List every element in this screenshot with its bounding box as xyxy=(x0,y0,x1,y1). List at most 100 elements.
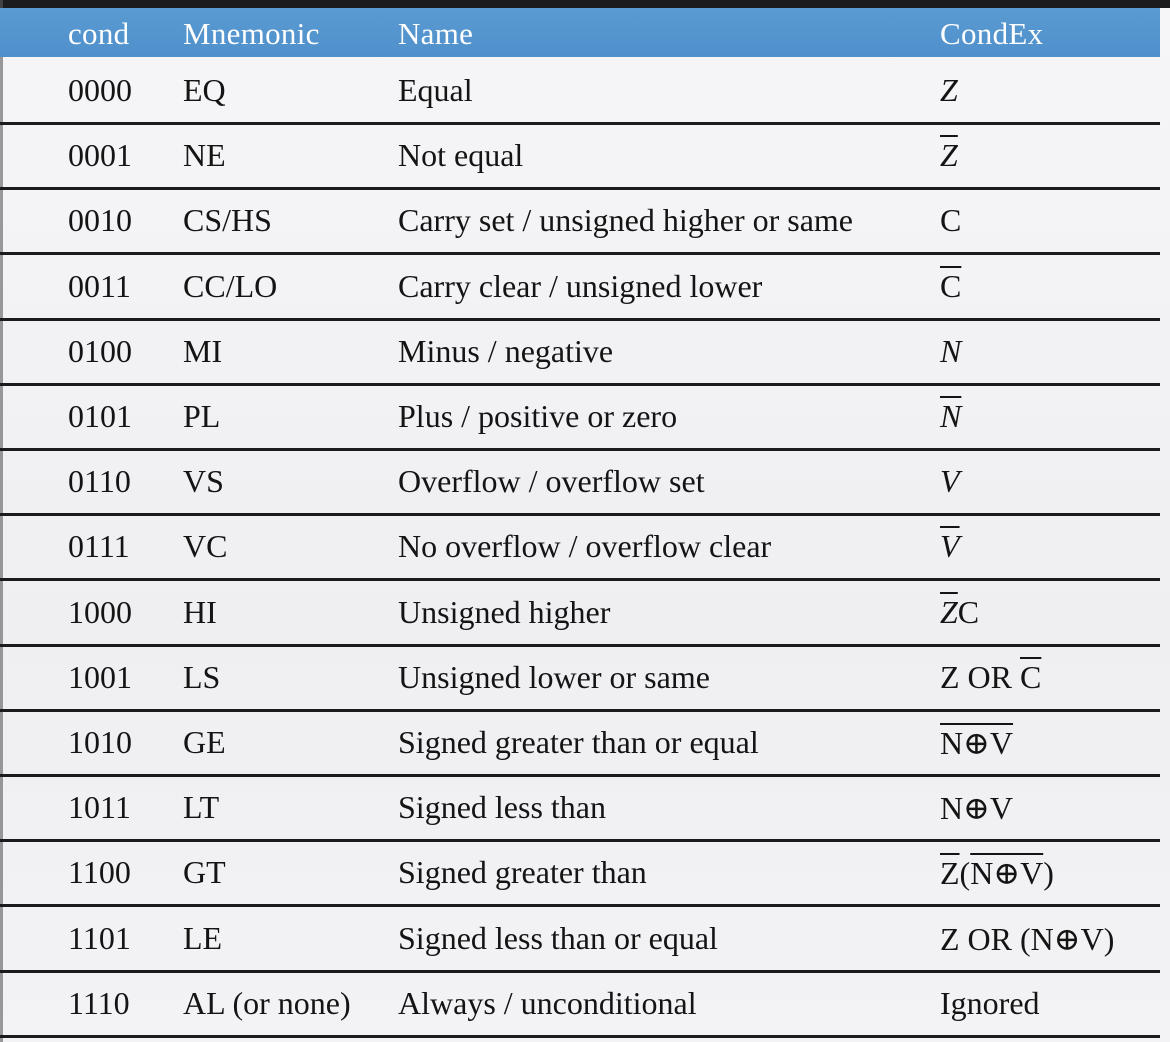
table-row: 1110 AL (or none) Always / unconditional Ig… xyxy=(0,973,1160,1038)
condex-segment: Z xyxy=(940,72,958,108)
condex-segment: N xyxy=(940,332,962,369)
table-row: 1010 GE Signed greater than or equal N⊕V xyxy=(0,712,1160,777)
header-mnemonic: Mnemonic xyxy=(183,16,320,51)
cell-name: Not equal xyxy=(398,137,524,174)
cell-name: Signed greater than or equal xyxy=(398,724,759,760)
cell-name: Always / unconditional xyxy=(398,984,697,1021)
table-row: 1100 GT Signed greater than Z(N⊕V) xyxy=(0,842,1160,908)
cell-cond: 0111 xyxy=(68,528,130,565)
row-divider xyxy=(0,904,1160,908)
condex-expression: N xyxy=(940,398,961,435)
cell-condex: ZC xyxy=(940,594,979,631)
cell-mnemonic: LT xyxy=(183,789,220,826)
condex-expression: ZC xyxy=(940,594,979,631)
cell-mnemonic: CS/HS xyxy=(183,202,272,239)
row-divider xyxy=(0,252,1160,256)
cell-mnemonic: GT xyxy=(183,854,226,891)
cell-cond: 0001 xyxy=(68,137,132,174)
table-row: 1011 LT Signed less than N⊕V xyxy=(0,777,1160,843)
table-row: 0111 VC No overflow / overflow clear V xyxy=(0,516,1160,582)
condex-expression: Z OR (N⊕V) xyxy=(940,920,1114,958)
cell-condex: V xyxy=(940,463,960,500)
cell-name: Carry clear / unsigned lower xyxy=(398,267,763,304)
condex-segment: ) xyxy=(1043,855,1054,892)
condex-segment: C xyxy=(1020,658,1042,695)
cell-mnemonic: VC xyxy=(183,528,228,565)
cell-cond: 1010 xyxy=(68,724,132,760)
condex-expression: N xyxy=(940,333,961,370)
top-frame-edge xyxy=(0,0,1170,8)
header-name: Name xyxy=(398,16,474,51)
table-header: cond Mnemonic Name CondEx xyxy=(0,8,1160,57)
condex-expression: N⊕V xyxy=(940,724,1013,762)
cell-condex: Ignored xyxy=(940,985,1040,1022)
cell-condex: Z OR C xyxy=(940,659,1041,696)
row-divider xyxy=(0,317,1160,321)
cell-cond: 1000 xyxy=(68,593,132,630)
row-divider xyxy=(0,448,1160,451)
table-row: 0000 EQ Equal Z xyxy=(0,60,1160,125)
cell-mnemonic: LS xyxy=(183,658,221,695)
cell-mnemonic: GE xyxy=(183,724,226,760)
row-divider xyxy=(0,1034,1160,1038)
cell-name: Plus / positive or zero xyxy=(398,398,678,434)
row-divider xyxy=(0,643,1160,647)
cell-cond: 1001 xyxy=(68,658,132,695)
table-row: 0001 NE Not equal Z xyxy=(0,125,1160,191)
cell-mnemonic: CC/LO xyxy=(183,267,278,304)
row-divider xyxy=(0,839,1160,843)
condex-segment: Z xyxy=(940,855,960,892)
cell-condex: N⊕V xyxy=(940,724,1013,762)
table-row: 0011 CC/LO Carry clear / unsigned lower C xyxy=(0,256,1160,321)
cell-name: Overflow / overflow set xyxy=(398,463,705,500)
table-row: 0010 CS/HS Carry set / unsigned higher or … xyxy=(0,190,1160,256)
condex-segment: C xyxy=(940,267,962,304)
condex-expression: N⊕V xyxy=(940,789,1013,827)
table-row: 0110 VS Overflow / overflow set V xyxy=(0,451,1160,517)
condex-expression: Ignored xyxy=(940,985,1040,1022)
cell-condex: V xyxy=(940,528,960,565)
condex-segment: N⊕V xyxy=(970,855,1044,892)
cell-mnemonic: LE xyxy=(183,919,223,956)
cell-cond: 0101 xyxy=(68,398,132,434)
cell-name: Signed less than xyxy=(398,789,606,826)
table-row: 0101 PL Plus / positive or zero N xyxy=(0,386,1160,451)
condex-segment: V xyxy=(940,463,960,500)
cell-cond: 0110 xyxy=(68,463,131,500)
cell-mnemonic: HI xyxy=(183,593,217,630)
condex-segment: N⊕V xyxy=(940,725,1014,761)
cell-cond: 1011 xyxy=(68,789,131,826)
condex-expression: V xyxy=(940,463,960,500)
condex-segment: Z xyxy=(940,593,958,630)
cell-mnemonic: PL xyxy=(183,398,221,434)
condex-segment: N xyxy=(940,398,962,434)
row-divider xyxy=(0,122,1160,125)
cell-cond: 1101 xyxy=(68,919,131,956)
cell-condex: Z xyxy=(940,137,958,174)
cell-cond: 1100 xyxy=(68,854,131,891)
cell-cond: 0010 xyxy=(68,202,132,239)
condex-expression: Z OR C xyxy=(940,659,1041,696)
condex-segment: Ignored xyxy=(940,984,1040,1021)
cell-name: Unsigned higher xyxy=(398,593,611,630)
cell-condex: Z OR (N⊕V) xyxy=(940,920,1114,958)
condex-expression: V xyxy=(940,528,960,565)
cell-name: Signed greater than xyxy=(398,854,647,891)
row-divider xyxy=(0,774,1160,777)
cell-condex: C xyxy=(940,268,961,305)
table-row: 1101 LE Signed less than or equal Z OR (N⊕V… xyxy=(0,908,1160,973)
cell-name: Unsigned lower or same xyxy=(398,658,710,695)
cell-cond: 0011 xyxy=(68,267,131,304)
condex-expression: Z xyxy=(940,137,958,174)
cell-condex: N xyxy=(940,398,961,435)
cell-cond: 0100 xyxy=(68,332,132,369)
cell-mnemonic: AL (or none) xyxy=(183,984,351,1021)
condex-segment: V xyxy=(940,528,960,565)
cell-mnemonic: EQ xyxy=(183,72,226,108)
condex-expression: Z(N⊕V) xyxy=(940,854,1054,892)
table-row: 1001 LS Unsigned lower or same Z OR C xyxy=(0,647,1160,712)
row-divider xyxy=(0,187,1160,191)
cell-cond: 1110 xyxy=(68,984,130,1021)
condex-segment: Z xyxy=(940,137,958,174)
cell-name: No overflow / overflow clear xyxy=(398,528,772,565)
